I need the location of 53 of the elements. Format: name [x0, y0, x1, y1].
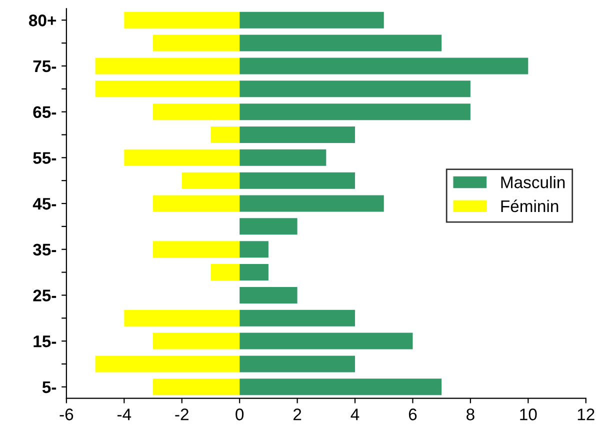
x-tick-label: 8 — [466, 408, 474, 420]
x-tick-label: 6 — [408, 408, 417, 420]
bar — [153, 104, 240, 120]
bar — [153, 34, 240, 52]
bar — [240, 126, 356, 143]
bar — [95, 58, 240, 74]
bar — [153, 378, 240, 396]
bar — [95, 356, 240, 372]
x-tick-label: -4 — [117, 408, 132, 420]
bar — [240, 378, 442, 396]
bar — [240, 286, 298, 304]
x-tick-label: 2 — [294, 408, 302, 420]
bar — [240, 195, 384, 212]
x-tick-label: 4 — [350, 408, 360, 420]
bar — [124, 12, 240, 28]
y-tick-label: 80+ — [28, 14, 56, 26]
bar — [240, 80, 470, 98]
bar — [240, 58, 528, 74]
bar — [240, 149, 326, 166]
y-tick-label: 5- — [42, 381, 56, 394]
legend-label: Féminin — [501, 200, 558, 212]
bar — [153, 195, 240, 212]
y-tick-label: 75- — [33, 60, 56, 72]
y-tick-label: 45- — [32, 198, 56, 210]
bar — [153, 241, 240, 258]
bar — [240, 356, 356, 372]
bar — [240, 241, 268, 258]
bar — [124, 310, 240, 326]
bar — [240, 310, 356, 326]
bar — [182, 172, 240, 189]
bar — [240, 264, 268, 281]
x-tick-label: 0 — [236, 408, 244, 420]
bar — [210, 264, 240, 281]
bar — [210, 126, 240, 143]
bar — [240, 12, 384, 28]
bar — [124, 149, 240, 166]
y-tick-label: 15- — [34, 336, 56, 348]
bar — [153, 332, 240, 350]
bar — [95, 80, 240, 98]
x-tick-label: -6 — [60, 408, 74, 420]
x-tick-label: -2 — [175, 408, 188, 420]
y-tick-label: 65- — [33, 106, 56, 118]
bar — [240, 332, 413, 350]
y-tick-label: 55- — [33, 152, 56, 164]
bar — [240, 104, 470, 120]
bar — [240, 218, 298, 235]
y-tick-label: 25- — [33, 290, 56, 302]
bar — [240, 172, 356, 189]
legend-label: Masculin — [501, 176, 565, 188]
x-tick-label: 10 — [520, 408, 537, 420]
x-tick-label: 12 — [578, 408, 594, 420]
bar — [240, 34, 442, 52]
y-tick-label: 35- — [33, 244, 56, 256]
